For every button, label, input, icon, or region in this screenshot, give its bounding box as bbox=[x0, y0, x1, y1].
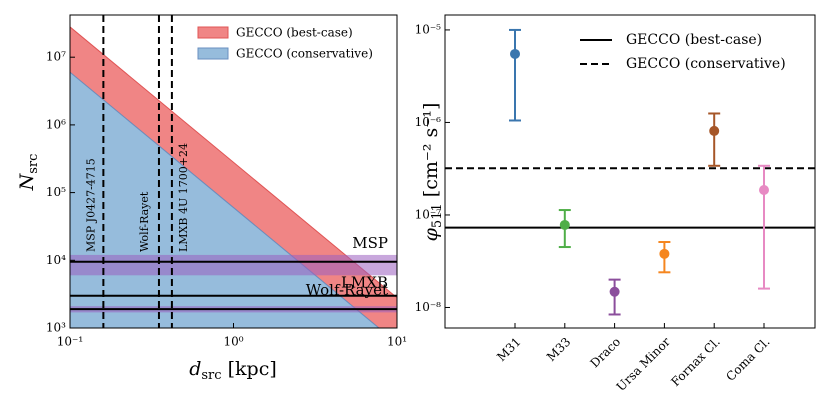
legend-label: GECCO (best-case) bbox=[236, 26, 353, 40]
axes-frame bbox=[444, 14, 816, 329]
y-tick-label: 10⁻⁶ bbox=[415, 115, 442, 129]
x-tick-label: M31 bbox=[494, 335, 523, 364]
plot-area bbox=[70, 26, 397, 328]
band-area bbox=[70, 71, 380, 328]
legend-label: GECCO (conservative) bbox=[236, 47, 373, 61]
y-tick-label: 10⁵ bbox=[46, 185, 66, 199]
y-tick-label: 10⁶ bbox=[46, 117, 66, 131]
axis-label: Nsrc bbox=[16, 154, 41, 192]
data-point bbox=[609, 286, 620, 297]
axis-label: dsrc [kpc] bbox=[189, 358, 277, 383]
y-tick-label: 10⁻⁷ bbox=[415, 207, 442, 221]
data-point bbox=[709, 125, 720, 136]
vertical-line-label: MSP J0427-4715 bbox=[84, 158, 97, 252]
label-symbol: N bbox=[16, 172, 38, 191]
band-area bbox=[70, 26, 397, 328]
data-point bbox=[659, 248, 670, 259]
x-tick-label: 10¹ bbox=[387, 335, 407, 349]
x-tick-label: Fornax Cl. bbox=[668, 335, 722, 389]
data-point bbox=[559, 219, 570, 230]
legend-swatch bbox=[197, 26, 229, 39]
x-tick-label: M33 bbox=[544, 335, 573, 364]
y-tick-label: 10⁴ bbox=[46, 253, 66, 267]
x-tick-label: Draco bbox=[588, 335, 624, 371]
x-tick-label: 10⁰ bbox=[223, 335, 243, 349]
label-subscript: src bbox=[26, 154, 41, 174]
axis-label: φ511 [cm⁻² s⁻¹] bbox=[420, 103, 445, 242]
y-tick-label: 10³ bbox=[46, 321, 66, 335]
label-subscript: 511 bbox=[430, 203, 445, 228]
y-tick-label: 10⁻⁵ bbox=[415, 22, 442, 36]
legend-label: GECCO (conservative) bbox=[626, 56, 786, 72]
x-tick-label: Ursa Minor bbox=[614, 335, 673, 394]
y-tick-label: 10⁷ bbox=[46, 50, 66, 64]
label-symbol: d bbox=[189, 358, 201, 380]
y-tick-label: 10⁻⁸ bbox=[415, 300, 442, 314]
legend-label: GECCO (best-case) bbox=[626, 32, 762, 48]
label-unit: [kpc] bbox=[228, 358, 277, 380]
data-point bbox=[510, 48, 520, 59]
vertical-line-label: Wolf-Rayet bbox=[138, 191, 151, 252]
x-tick-label: Coma Cl. bbox=[723, 335, 772, 384]
label-unit: [cm⁻² s⁻¹] bbox=[420, 103, 442, 198]
vertical-line-label: LMXB 4U 1700+24 bbox=[177, 143, 190, 252]
legend-swatch bbox=[197, 47, 229, 60]
data-point bbox=[759, 185, 769, 196]
source-label: Wolf-Rayet bbox=[306, 281, 388, 299]
label-subscript: src bbox=[201, 368, 221, 383]
x-tick-label: 10⁻¹ bbox=[57, 335, 83, 349]
source-band bbox=[70, 254, 397, 276]
label-symbol: φ bbox=[420, 227, 442, 241]
source-label: LMXB bbox=[341, 274, 388, 292]
source-label: MSP bbox=[352, 234, 388, 252]
